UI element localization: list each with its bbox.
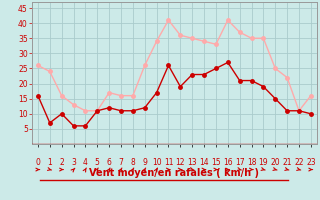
X-axis label: Vent moyen/en rafales ( km/h ): Vent moyen/en rafales ( km/h ) (89, 168, 260, 178)
